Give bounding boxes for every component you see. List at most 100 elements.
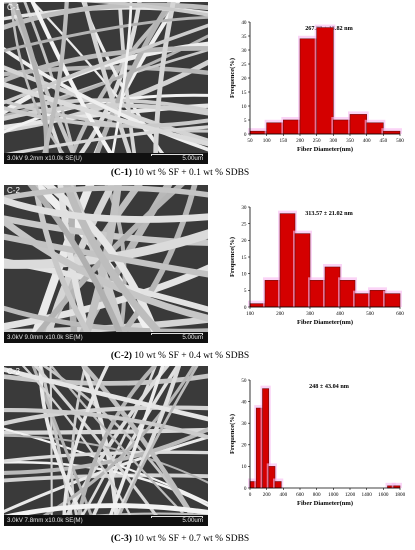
x-tick-label: 600 <box>396 311 404 317</box>
caption-text-c2: 10 wt % SF + 0.4 wt % SDBS <box>131 351 250 361</box>
y-tick-label: 40 <box>241 399 247 405</box>
sem-info-c1: 3.0kV 9.2mm x10.0k SE(U) <box>7 155 82 162</box>
fiber-strand <box>113 366 199 526</box>
histogram-bar <box>316 27 334 135</box>
x-axis-label: Fiber Diameter(nm) <box>297 319 353 326</box>
x-tick-label: 500 <box>396 138 404 144</box>
x-tick-label: 1600 <box>378 492 389 498</box>
x-tick-label: 100 <box>246 311 254 317</box>
fiber-network-c2 <box>4 185 208 343</box>
sem-label-c1: C-1 <box>7 3 20 12</box>
caption-text-c1: 10 wt % SF + 0.1 wt % SDBS <box>131 168 250 178</box>
fiber-strand <box>4 367 208 422</box>
x-tick-label: 0 <box>249 492 252 498</box>
histogram-bar <box>294 233 311 308</box>
y-tick-label: 10 <box>241 104 247 110</box>
panel-c3: C-3 3.0kV 7.8mm x10.0k SE(M) 5.00um 248 … <box>0 364 415 550</box>
bar-glow <box>385 482 396 488</box>
fiber-strand <box>4 23 208 105</box>
caption-id-c3: (C-3) <box>110 534 132 544</box>
x-axis-label: Fiber Diameter(nm) <box>297 500 353 507</box>
fiber-strand <box>4 461 208 508</box>
scale-label-c2: 5.00um <box>182 334 203 341</box>
y-axis-label: Frequence(%) <box>229 237 236 277</box>
y-tick-label: 25 <box>241 221 247 227</box>
scale-bar-c3 <box>151 516 203 518</box>
fiber-strand <box>4 81 208 147</box>
chart-title: 248 ± 43.04 nm <box>309 383 350 390</box>
fiber-strand <box>90 2 174 164</box>
y-axis-label: Frequence(%) <box>229 414 236 454</box>
histogram-bar <box>354 293 371 308</box>
fiber-strand <box>109 2 133 164</box>
sem-info-c3: 3.0kV 7.8mm x10.0k SE(M) <box>7 517 83 524</box>
histogram-svg-c3: 248 ± 43.04 nm0 200 400 600 800 1000 1200 1400 1… <box>229 378 406 507</box>
panel-c1: C-1 3.0kV 9.2mm x10.0k SE(U) 5.00um 267.… <box>0 0 415 185</box>
fiber-strand <box>31 366 97 526</box>
histogram-bar <box>369 290 386 308</box>
histogram-bar <box>283 119 301 135</box>
x-tick-label: 500 <box>366 311 374 317</box>
histogram-bar <box>249 130 267 135</box>
histogram-svg-c2: 313.57 ± 21.02 nm 100 200 300 400 500 600 0 5 10 1… <box>229 205 404 326</box>
fiber-strand <box>49 366 53 526</box>
histogram-bar <box>324 266 341 308</box>
y-tick-label: 30 <box>241 421 247 427</box>
y-tick-label: 5 <box>244 288 247 294</box>
x-tick-label: 450 <box>379 138 387 144</box>
sem-label-c2: C-2 <box>7 186 20 195</box>
x-axis-label: Fiber Diameter(nm) <box>297 146 353 153</box>
y-tick-label: 15 <box>241 255 247 261</box>
fiber-strand <box>4 106 208 128</box>
sem-infobar-c3: 3.0kV 7.8mm x10.0k SE(M) 5.00um <box>4 515 208 526</box>
sem-info-c2: 3.0kV 9.0mm x10.0k SE(M) <box>7 334 83 341</box>
bar-glow <box>391 482 402 488</box>
panel-c2: C-2 3.0kV 9.0mm x10.0k SE(M) 5.00um 313.… <box>0 181 415 371</box>
caption-id-c2: (C-2) <box>110 351 132 361</box>
histogram-bar <box>349 114 367 135</box>
fiber-strand <box>4 435 208 514</box>
fiber-strand <box>4 233 208 278</box>
y-tick-label: 25 <box>241 62 247 68</box>
x-tick-label: 1400 <box>361 492 372 498</box>
histogram-c3: 248 ± 43.04 nm 0 200 400 600 800 1000 1200 1400 1… <box>222 372 412 512</box>
histogram-c1: 267.38 ± 13.82 nm50100150200250300350400… <box>222 16 412 153</box>
sem-image-c2: C-2 3.0kV 9.0mm x10.0k SE(M) 5.00um <box>4 185 208 343</box>
histogram-bar <box>279 213 296 308</box>
y-tick-label: 20 <box>241 76 247 82</box>
x-tick-label: 350 <box>346 138 354 144</box>
y-tick-label: 30 <box>241 48 247 54</box>
fiber-strand <box>4 2 208 17</box>
sem-image-c1: C-1 3.0kV 9.2mm x10.0k SE(U) 5.00um <box>4 2 208 164</box>
fiber-strand <box>26 185 185 343</box>
x-tick-label: 400 <box>363 138 371 144</box>
fiber-strand <box>4 46 208 152</box>
histogram-bar <box>383 130 401 135</box>
sem-infobar-c2: 3.0kV 9.0mm x10.0k SE(M) 5.00um <box>4 332 208 343</box>
fiber-strand <box>4 408 208 440</box>
x-tick-label: 200 <box>276 311 284 317</box>
x-tick-label: 150 <box>279 138 287 144</box>
sem-label-c3: C-3 <box>7 367 20 376</box>
fiber-strand <box>109 366 182 526</box>
fiber-strand <box>4 125 208 157</box>
x-tick-label: 50 <box>247 138 253 144</box>
fiber-strand <box>74 366 158 526</box>
sem-infobar-c1: 3.0kV 9.2mm x10.0k SE(U) 5.00um <box>4 153 208 164</box>
fiber-strand <box>4 2 208 30</box>
caption-id-c1: (C-1) <box>110 168 132 178</box>
caption-c3: (C-3) 10 wt % SF + 0.7 wt % SDBS <box>0 534 360 544</box>
x-tick-label: 400 <box>336 311 344 317</box>
y-tick-label: 30 <box>241 205 247 211</box>
fiber-strand <box>4 434 208 484</box>
x-tick-label: 300 <box>329 138 337 144</box>
fiber-network-c3 <box>4 366 208 526</box>
x-tick-label: 250 <box>313 138 321 144</box>
histogram-bar <box>384 293 401 308</box>
x-tick-label: 200 <box>263 492 271 498</box>
histogram-bar <box>309 280 326 308</box>
y-tick-label: 10 <box>241 271 247 277</box>
caption-text-c3: 10 wt % SF + 0.7 wt % SDBS <box>131 534 250 544</box>
fiber-strand <box>4 373 208 386</box>
y-tick-label: 35 <box>241 34 247 40</box>
